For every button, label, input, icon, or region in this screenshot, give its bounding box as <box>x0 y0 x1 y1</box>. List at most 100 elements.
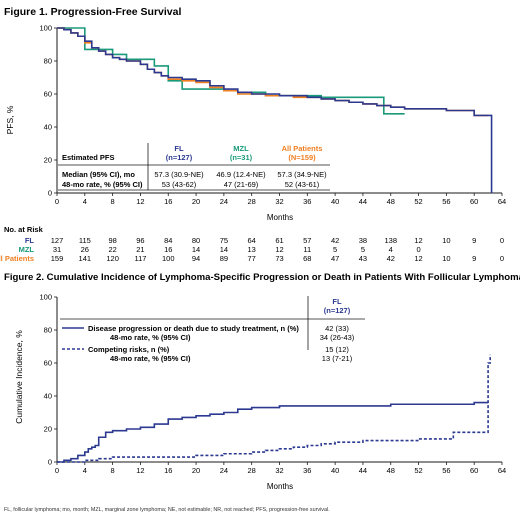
risk-value: 94 <box>192 254 200 263</box>
risk-value: 21 <box>136 245 144 254</box>
ci-col-fl: FL <box>332 297 342 306</box>
pfs-estimate-table: Estimated PFS FL (n=127) MZL (n=31) All … <box>58 143 330 191</box>
f1-x-tick-label: 32 <box>275 197 283 206</box>
risk-value: 31 <box>53 245 61 254</box>
pfs-col-all: All Patients <box>282 144 323 153</box>
pfs-fl-median: 57.3 (30.9-NE) <box>154 170 204 179</box>
f2-y-tick-label: 80 <box>44 326 52 335</box>
figure-1-xlabel: Months <box>267 213 293 222</box>
risk-values: 127 115 98 96 84 80 75 64 61 57 42 38 138 12 10 9 031 26 2… <box>51 236 504 263</box>
f1-x-tick-label: 0 <box>55 197 59 206</box>
risk-value: 5 <box>333 245 337 254</box>
figure-2-ylabel: Cumulative Incidence, % <box>14 330 24 424</box>
f1-x-tick-label: 16 <box>164 197 172 206</box>
f1-x-tick-label: 20 <box>192 197 200 206</box>
f2-x-tick-label: 20 <box>192 466 200 475</box>
f2-y-tick-label: 0 <box>48 458 52 467</box>
risk-value: 26 <box>81 245 89 254</box>
f1-x-tick-label: 8 <box>111 197 115 206</box>
f1-series-mzl <box>57 27 405 115</box>
f1-x-tick-label: 4 <box>83 197 87 206</box>
f2-x-tick-label: 52 <box>414 466 422 475</box>
figure-2-title: Figure 2. Cumulative Incidence of Lympho… <box>4 272 520 283</box>
risk-value: 13 <box>248 245 256 254</box>
risk-value: 0 <box>500 236 504 245</box>
f2-x-tick-label: 64 <box>498 466 506 475</box>
pfs-mzl-median: 46.9 (12.4-NE) <box>216 170 266 179</box>
figure-1-ylabel: PFS, % <box>5 105 15 134</box>
f2-x-tick-label: 48 <box>387 466 395 475</box>
risk-value: 120 <box>106 254 119 263</box>
f2-x-tick-label: 16 <box>164 466 172 475</box>
figure-1-lines <box>57 27 493 193</box>
pfs-fl-48mo: 53 (43-62) <box>162 180 197 189</box>
risk-value: 42 <box>331 236 339 245</box>
f2-x-tick-label: 36 <box>303 466 311 475</box>
risk-value: 10 <box>442 254 450 263</box>
figure-1-axes: 0 4 8 12 16 20 24 28 32 36 40 44 48 52 56 60 64020406080… <box>39 24 506 206</box>
f2-y-tick-label: 40 <box>44 392 52 401</box>
risk-value: 96 <box>136 236 144 245</box>
f2-x-tick-label: 32 <box>275 466 283 475</box>
risk-value: 38 <box>359 236 367 245</box>
risk-value: 80 <box>192 236 200 245</box>
risk-label-mzl: MZL <box>19 245 35 254</box>
pfs-row-median-label: Median (95% CI), mo <box>62 170 135 179</box>
risk-value: 84 <box>164 236 172 245</box>
risk-value: 127 <box>51 236 64 245</box>
f1-x-tick-label: 48 <box>387 197 395 206</box>
risk-value: 141 <box>79 254 92 263</box>
f1-x-tick-label: 12 <box>136 197 144 206</box>
f2-series-competing-risks <box>57 354 491 463</box>
f1-x-tick-label: 52 <box>414 197 422 206</box>
f2-x-tick-label: 24 <box>220 466 228 475</box>
risk-value: 138 <box>384 236 397 245</box>
f2-y-tick-label: 100 <box>39 293 52 302</box>
f1-y-tick-label: 100 <box>39 24 52 33</box>
f1-y-tick-label: 80 <box>44 57 52 66</box>
risk-value: 73 <box>275 254 283 263</box>
risk-value: 42 <box>387 254 395 263</box>
risk-value: 68 <box>303 254 311 263</box>
f2-x-tick-label: 44 <box>359 466 367 475</box>
ci-row-competing-label: Competing risks, n (%) <box>88 345 170 354</box>
risk-table: No. at Risk FL MZL All Patients 12711598… <box>0 225 504 263</box>
f2-y-tick-label: 60 <box>44 359 52 368</box>
risk-table-title: No. at Risk <box>4 225 44 234</box>
ci-progression-value: 42 (33) <box>325 324 349 333</box>
f1-y-tick-label: 40 <box>44 123 52 132</box>
risk-value: 115 <box>79 236 91 245</box>
pfs-table-header: Estimated PFS <box>62 153 115 162</box>
ci-progression-48mo: 34 (26-43) <box>320 333 355 342</box>
ci-col-fl-n: (n=127) <box>324 306 351 315</box>
f1-series-fl <box>57 27 493 193</box>
pfs-all-48mo: 52 (43-61) <box>285 180 320 189</box>
risk-value: 5 <box>361 245 365 254</box>
pfs-col-fl: FL <box>174 144 184 153</box>
pfs-col-all-n: (N=159) <box>288 153 316 162</box>
figure-2-lines <box>57 354 491 463</box>
ci-competing-48mo: 13 (7-21) <box>322 354 353 363</box>
pfs-col-mzl: MZL <box>233 144 249 153</box>
f1-y-tick-label: 60 <box>44 90 52 99</box>
risk-value: 12 <box>275 245 283 254</box>
f2-x-tick-label: 4 <box>83 466 87 475</box>
ci-row-competing-sub: 48-mo rate, % (95% CI) <box>110 354 191 363</box>
f2-y-tick-label: 20 <box>44 425 52 434</box>
ci-table: FL (n=127) Disease progression or death … <box>60 296 365 363</box>
risk-value: 22 <box>108 245 116 254</box>
f1-x-tick-label: 64 <box>498 197 506 206</box>
pfs-row-48mo-label: 48-mo rate, % (95% CI) <box>62 180 143 189</box>
pfs-col-fl-n: (n=127) <box>166 153 193 162</box>
f1-x-tick-label: 36 <box>303 197 311 206</box>
figure-1-title: Figure 1. Progression-Free Survival <box>4 6 181 18</box>
risk-value: 10 <box>442 236 450 245</box>
f1-x-tick-label: 28 <box>248 197 256 206</box>
risk-value: 159 <box>51 254 64 263</box>
f2-x-tick-label: 56 <box>442 466 450 475</box>
risk-value: 47 <box>331 254 339 263</box>
risk-value: 89 <box>220 254 228 263</box>
risk-value: 77 <box>248 254 256 263</box>
risk-value: 61 <box>275 236 283 245</box>
